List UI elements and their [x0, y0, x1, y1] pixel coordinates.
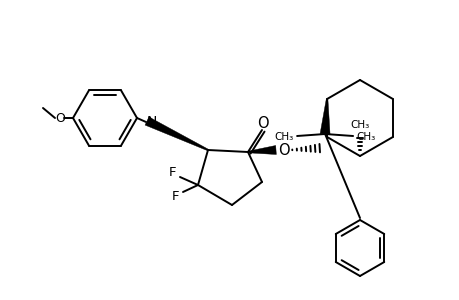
Polygon shape	[145, 117, 208, 151]
Text: O: O	[278, 142, 289, 158]
Text: O: O	[257, 116, 268, 130]
Text: F: F	[172, 190, 179, 202]
Text: CH₃: CH₃	[350, 120, 369, 130]
Text: F: F	[169, 166, 176, 178]
Polygon shape	[319, 99, 330, 134]
Text: CH₃: CH₃	[355, 132, 375, 142]
Text: O: O	[55, 112, 65, 124]
Polygon shape	[247, 146, 276, 154]
Text: CH₃: CH₃	[274, 132, 293, 142]
Text: N: N	[146, 115, 157, 129]
